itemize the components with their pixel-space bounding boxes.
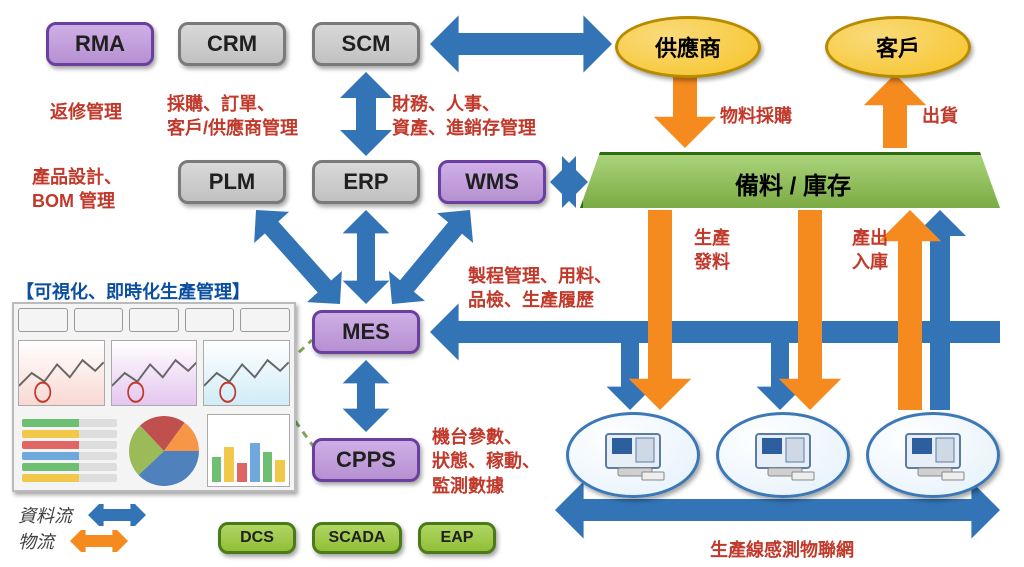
- label-issue: 生產 發料: [694, 226, 730, 275]
- label-cpps_desc: 機台參數、 狀態、稼動、 監測數據: [432, 425, 540, 498]
- label-receipt: 產出 入庫: [852, 226, 888, 275]
- box-crm: CRM: [178, 22, 286, 66]
- box-cpps: CPPS: [312, 438, 420, 482]
- ellipse-customer: 客戶: [825, 16, 971, 78]
- arrow-12: [654, 74, 716, 148]
- arrow-3: [254, 210, 342, 304]
- cnc-icon: [898, 428, 968, 482]
- arrow-8: [607, 342, 654, 410]
- arrow-9: [757, 342, 804, 410]
- legend-data-flow-label: 資料流: [18, 502, 72, 528]
- box-erp: ERP: [312, 160, 420, 204]
- arrow-6: [343, 360, 390, 432]
- box-scada: SCADA: [312, 522, 402, 554]
- label-crm_desc: 採購、訂單、 客戶/供應商管理: [167, 92, 298, 141]
- box-scm: SCM: [312, 22, 420, 66]
- box-plm: PLM: [178, 160, 286, 204]
- inventory-box: 備料 / 庫存: [580, 152, 1006, 214]
- box-mes: MES: [312, 310, 420, 354]
- label-scm_desc: 財務、人事、 資產、進銷存管理: [392, 92, 536, 141]
- box-eap: EAP: [418, 522, 496, 554]
- label-ship: 出貨: [922, 104, 958, 128]
- arrow-2: [550, 156, 588, 208]
- machine-3: [866, 412, 1000, 498]
- arrow-5: [389, 210, 473, 304]
- arrow-10: [914, 210, 966, 410]
- box-rma: RMA: [46, 22, 154, 66]
- legend-material-flow: 物流: [18, 528, 134, 554]
- arrow-14: [629, 210, 691, 410]
- arrow-16: [879, 210, 941, 410]
- arrow-13: [864, 74, 926, 148]
- ellipse-supplier: 供應商: [615, 16, 761, 78]
- label-iot: 生產線感測物聯網: [710, 538, 854, 562]
- label-viz: 【可視化、即時化生產管理】: [16, 280, 250, 304]
- label-mes_desc: 製程管理、用料、 品檢、生產履歷: [468, 264, 612, 313]
- arrow-15: [779, 210, 841, 410]
- label-rma_desc: 返修管理: [50, 100, 122, 124]
- label-material: 物料採購: [720, 104, 792, 128]
- arrow-4: [343, 210, 390, 304]
- mini-dashboard: [12, 302, 296, 492]
- legend-material-flow-label: 物流: [18, 528, 54, 554]
- cnc-icon: [598, 428, 668, 482]
- arrow-0: [430, 15, 612, 72]
- box-wms: WMS: [438, 160, 546, 204]
- arrow-1: [340, 72, 392, 156]
- legend-data-flow: 資料流: [18, 502, 152, 528]
- cnc-icon: [748, 428, 818, 482]
- box-dcs: DCS: [218, 522, 296, 554]
- machine-2: [716, 412, 850, 498]
- machine-1: [566, 412, 700, 498]
- label-plm_desc: 產品設計、 BOM 管理: [32, 165, 122, 214]
